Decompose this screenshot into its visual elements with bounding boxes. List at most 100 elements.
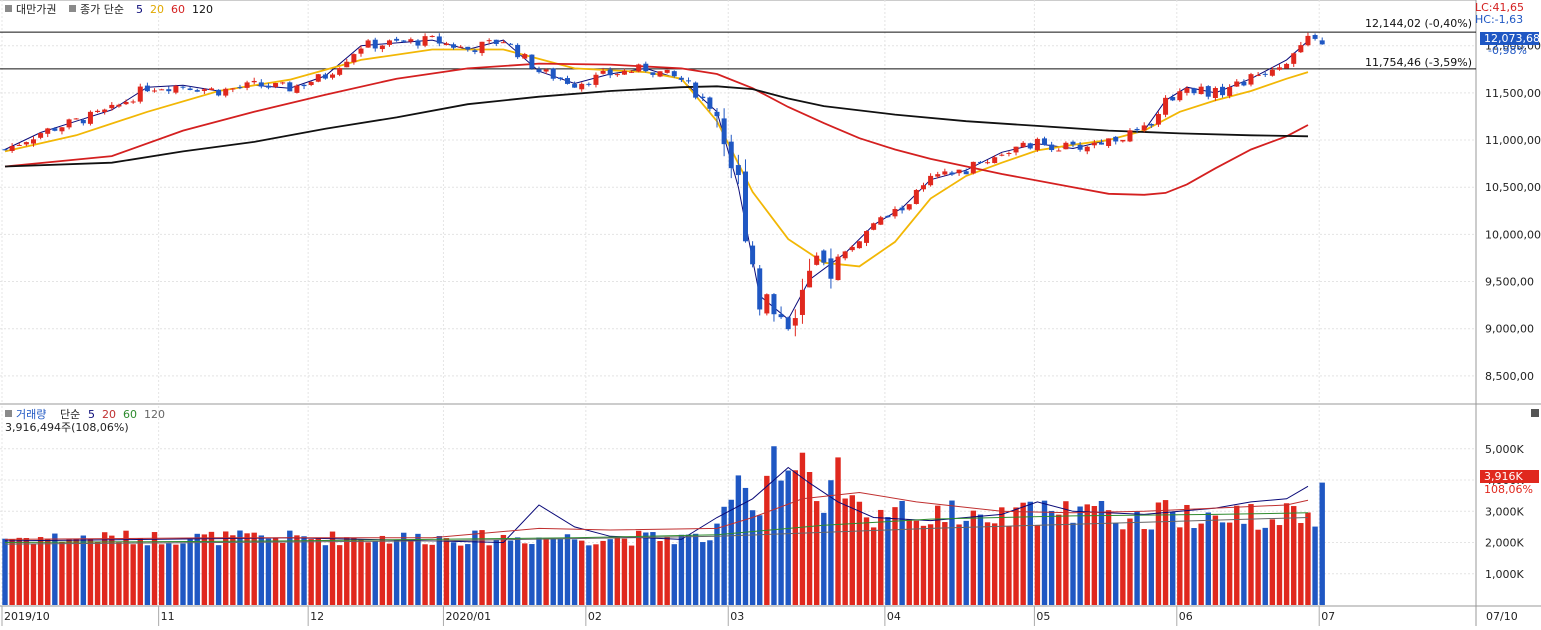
candle-body[interactable]: [95, 110, 101, 113]
candle-body[interactable]: [1034, 138, 1040, 151]
candle-body[interactable]: [1177, 91, 1183, 101]
candle-body[interactable]: [1042, 138, 1048, 146]
candle-body[interactable]: [230, 88, 236, 90]
volume-bar[interactable]: [927, 524, 934, 605]
candle-body[interactable]: [130, 101, 136, 103]
volume-bar[interactable]: [771, 446, 777, 605]
volume-bar[interactable]: [351, 537, 357, 605]
volume-bar[interactable]: [764, 475, 770, 605]
volume-bar[interactable]: [635, 530, 642, 605]
volume-bar[interactable]: [1305, 512, 1311, 605]
candle-body[interactable]: [372, 39, 378, 49]
candle-body[interactable]: [1262, 73, 1268, 75]
volume-bar[interactable]: [1070, 522, 1076, 605]
volume-bar[interactable]: [1120, 529, 1126, 605]
volume-bar[interactable]: [1113, 523, 1119, 605]
volume-bar[interactable]: [1226, 522, 1233, 605]
volume-bar[interactable]: [187, 539, 193, 605]
candle-body[interactable]: [1212, 88, 1218, 98]
volume-bar[interactable]: [1212, 515, 1219, 605]
volume-bar[interactable]: [1056, 514, 1062, 605]
volume-bar[interactable]: [878, 509, 884, 605]
candle-body[interactable]: [515, 44, 521, 58]
volume-bar[interactable]: [294, 535, 300, 605]
volume-bar[interactable]: [821, 512, 827, 605]
candle-body[interactable]: [550, 68, 556, 79]
candle-body[interactable]: [913, 189, 919, 204]
volume-bar[interactable]: [735, 475, 742, 605]
candle-body[interactable]: [216, 89, 222, 96]
volume-bar[interactable]: [1006, 526, 1012, 605]
volume-bar[interactable]: [237, 530, 243, 605]
candle-body[interactable]: [1291, 53, 1297, 64]
candle-body[interactable]: [1305, 35, 1311, 46]
volume-bar[interactable]: [920, 525, 927, 605]
candle-body[interactable]: [52, 128, 58, 131]
volume-bar[interactable]: [692, 533, 699, 605]
candle-body[interactable]: [1098, 142, 1104, 145]
candle-body[interactable]: [436, 36, 442, 44]
candle-body[interactable]: [614, 74, 620, 76]
candle-body[interactable]: [678, 77, 684, 80]
volume-bar[interactable]: [336, 545, 343, 605]
volume-bar[interactable]: [742, 487, 749, 605]
volume-bar[interactable]: [457, 545, 464, 605]
candle-body[interactable]: [885, 215, 891, 218]
volume-bar[interactable]: [1020, 502, 1026, 605]
volume-bar[interactable]: [2, 538, 8, 605]
volume-bar[interactable]: [130, 544, 136, 605]
volume-bar[interactable]: [450, 542, 457, 605]
candle-body[interactable]: [522, 54, 528, 59]
candle-body[interactable]: [66, 119, 72, 128]
volume-bar[interactable]: [991, 523, 998, 605]
candle-body[interactable]: [529, 54, 535, 69]
volume-bar[interactable]: [685, 534, 692, 605]
candle-body[interactable]: [871, 223, 877, 230]
volume-bar[interactable]: [322, 545, 329, 605]
volume-bar[interactable]: [942, 522, 948, 605]
volume-bar[interactable]: [849, 495, 855, 605]
candle-body[interactable]: [280, 82, 286, 84]
volume-bar[interactable]: [194, 533, 200, 605]
volume-bar[interactable]: [856, 501, 863, 605]
volume-bar[interactable]: [109, 535, 115, 605]
candle-body[interactable]: [1113, 136, 1119, 142]
candle-body[interactable]: [458, 46, 464, 48]
candle-body[interactable]: [116, 104, 122, 107]
volume-bar[interactable]: [1091, 506, 1098, 605]
candle-body[interactable]: [1020, 142, 1026, 148]
volume-bar[interactable]: [1234, 505, 1240, 605]
candle-body[interactable]: [386, 40, 392, 45]
volume-bar[interactable]: [386, 543, 393, 605]
candle-body[interactable]: [465, 46, 471, 50]
candle-body[interactable]: [835, 256, 841, 281]
candle-body[interactable]: [144, 85, 150, 92]
volume-bar[interactable]: [80, 535, 87, 605]
candle-body[interactable]: [629, 71, 635, 73]
candle-body[interactable]: [486, 40, 492, 42]
candle-body[interactable]: [1184, 88, 1190, 93]
volume-bar[interactable]: [66, 539, 72, 605]
volume-bar[interactable]: [1191, 528, 1197, 605]
candle-body[interactable]: [166, 89, 172, 92]
volume-bar[interactable]: [707, 540, 713, 605]
candle-body[interactable]: [1269, 69, 1275, 76]
volume-bar[interactable]: [436, 536, 443, 605]
candle-body[interactable]: [764, 294, 770, 314]
volume-bar[interactable]: [842, 498, 848, 605]
volume-bar[interactable]: [358, 539, 364, 605]
volume-bar[interactable]: [365, 542, 371, 605]
candle-body[interactable]: [735, 165, 741, 176]
volume-bar[interactable]: [984, 522, 991, 605]
volume-bar[interactable]: [1084, 504, 1090, 605]
volume-bar[interactable]: [778, 480, 784, 605]
candle-body[interactable]: [1077, 144, 1083, 150]
candle-body[interactable]: [1006, 153, 1012, 155]
volume-bar[interactable]: [472, 530, 478, 605]
volume-bar[interactable]: [401, 532, 407, 605]
candle-body[interactable]: [785, 317, 791, 330]
volume-bar[interactable]: [586, 545, 592, 605]
candle-body[interactable]: [821, 250, 827, 263]
candle-body[interactable]: [9, 146, 15, 151]
